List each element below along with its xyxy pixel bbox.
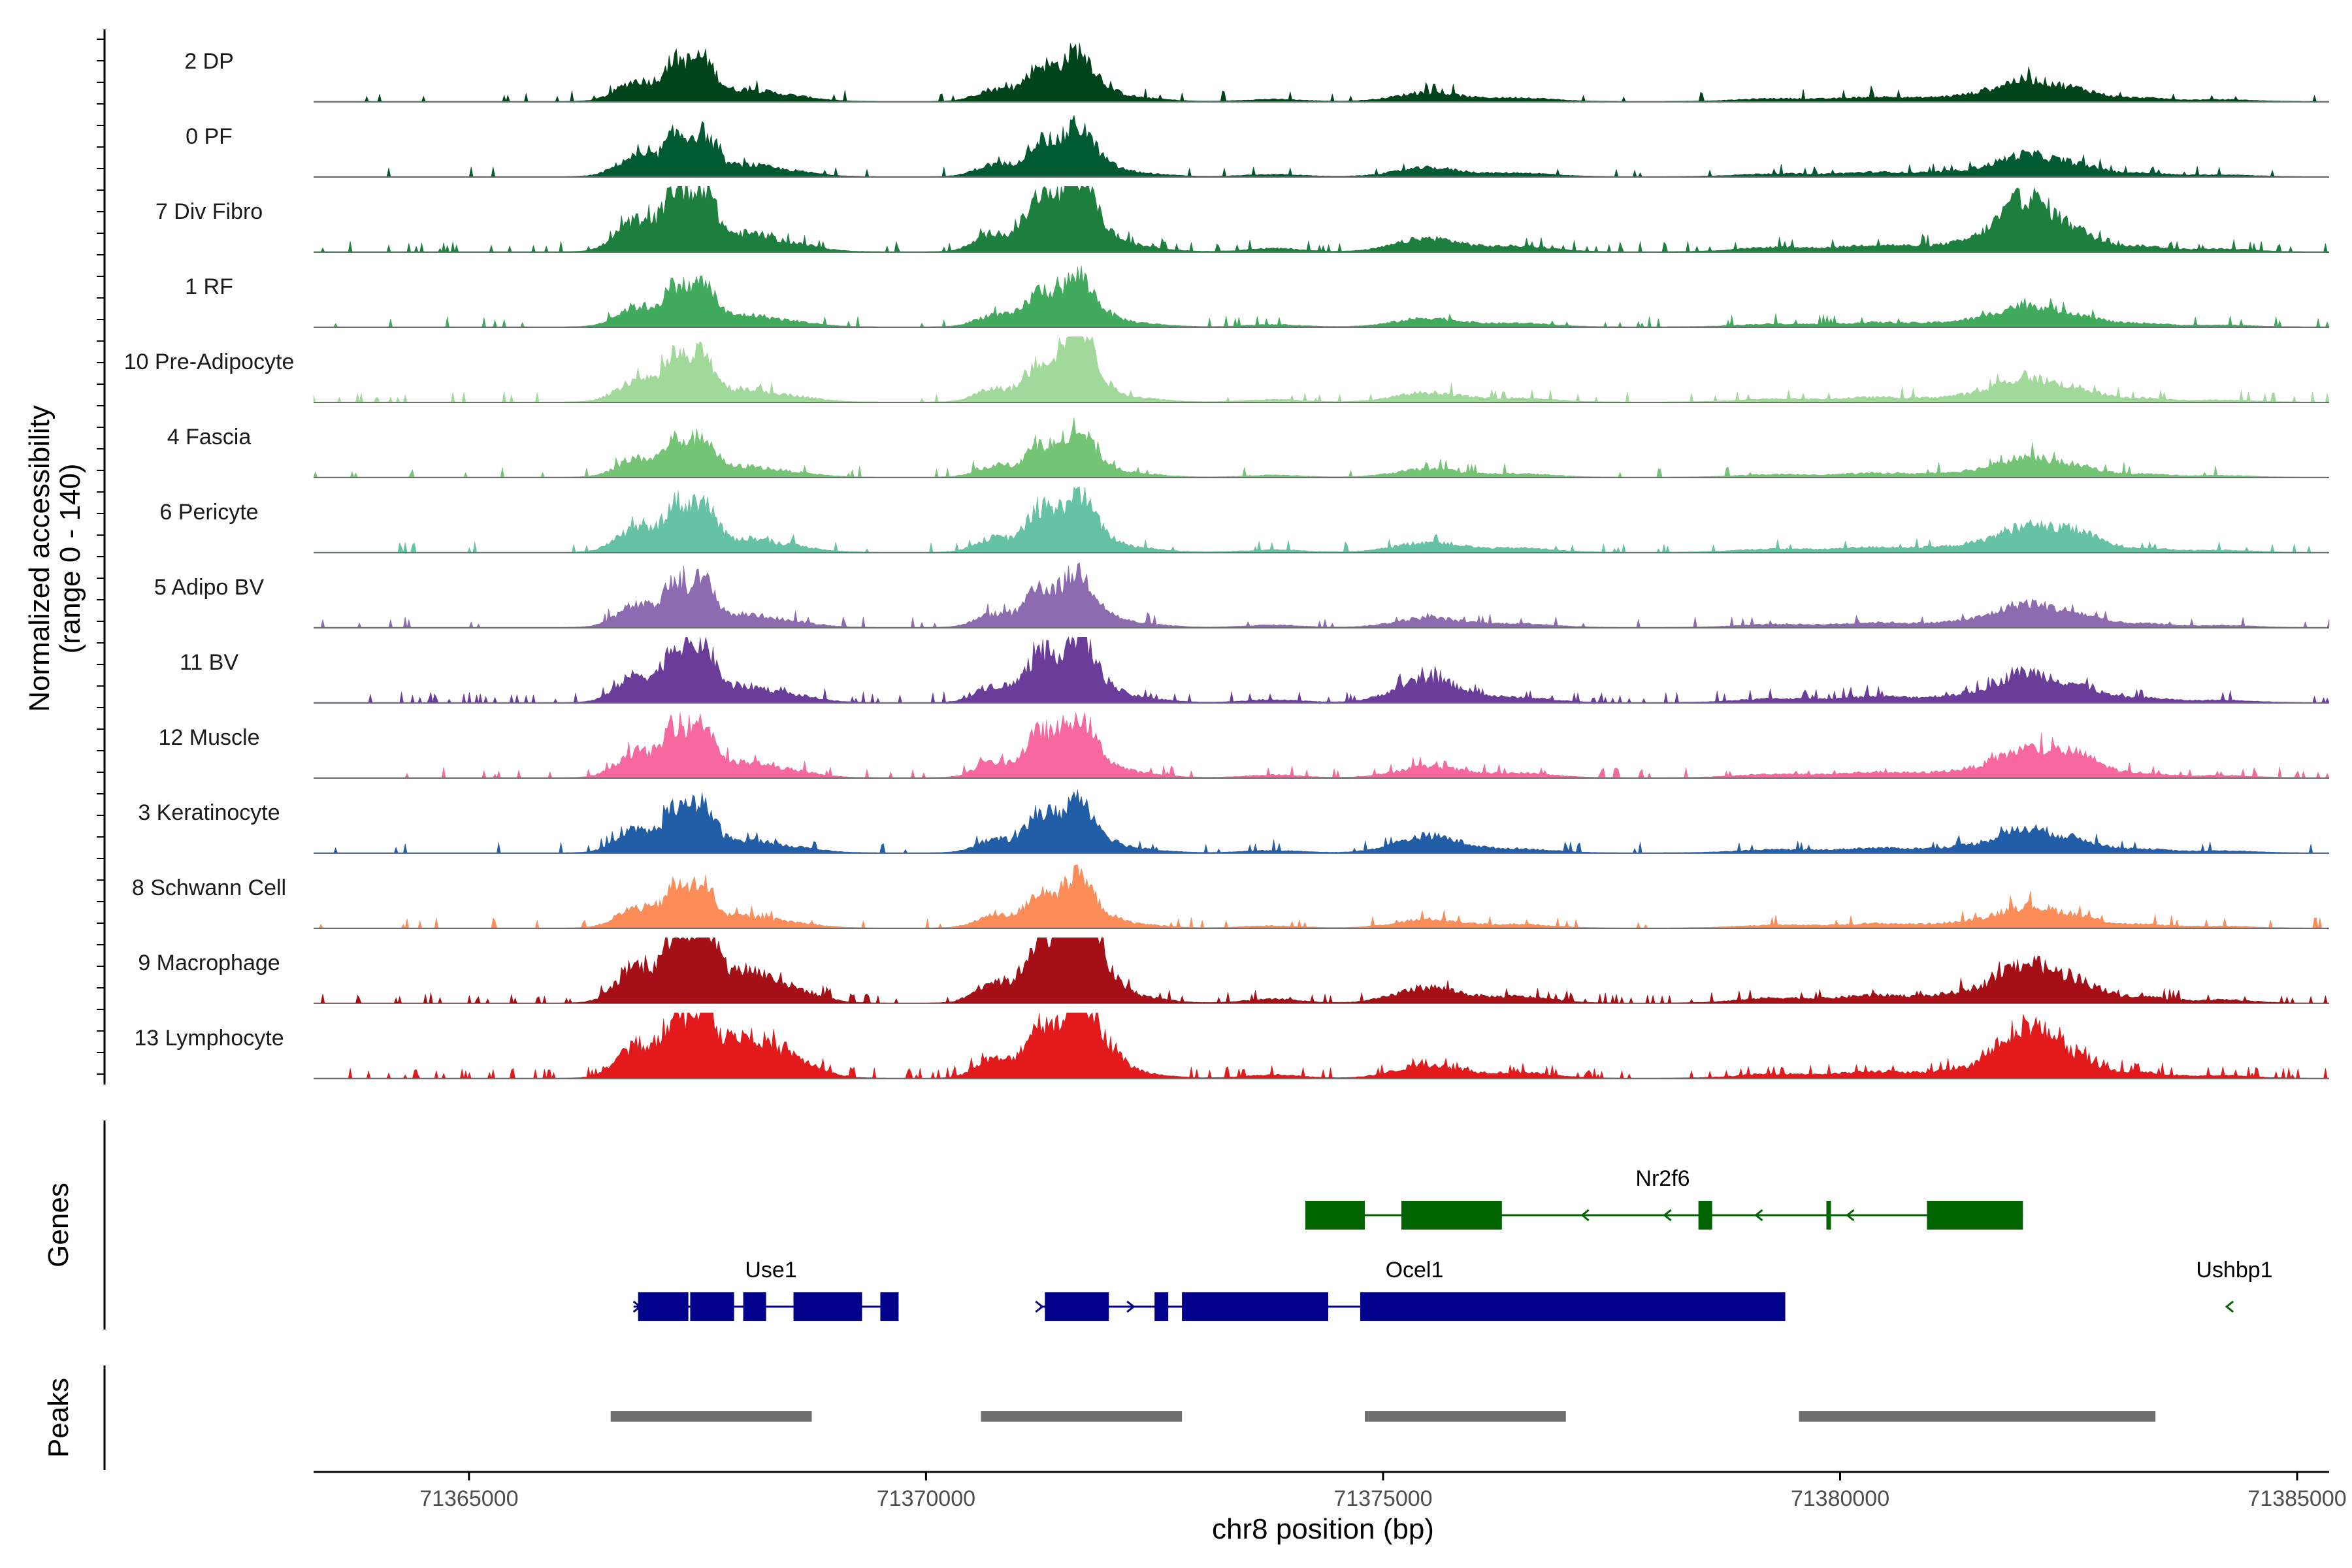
coverage-area: [314, 864, 2329, 928]
track-label: 0 PF: [186, 124, 233, 149]
track-12-muscle: 12 Muscle: [159, 712, 2330, 779]
track-10-pre-adipocyte: 10 Pre-Adipocyte: [124, 336, 2330, 403]
coverage-area: [314, 789, 2329, 853]
x-tick-label: 71370000: [877, 1486, 975, 1511]
strand-arrow-icon: [632, 1300, 642, 1313]
track-label: 9 Macrophage: [138, 951, 280, 975]
gene-nr2f6: Nr2f6: [1305, 1166, 2023, 1230]
peaks-axis-title: Peaks: [42, 1378, 74, 1458]
x-tick-label: 71385000: [2247, 1486, 2346, 1511]
coverage-area: [313, 336, 2330, 402]
y-axis-title: Normalized accessibility: [24, 405, 56, 711]
gene-exon: [880, 1292, 899, 1321]
track-11-bv: 11 BV: [180, 636, 2330, 704]
peak-region: [1799, 1411, 2156, 1422]
track-6-pericyte: 6 Pericyte: [159, 486, 2329, 553]
coverage-area: [314, 186, 2329, 252]
track-label: 4 Fascia: [167, 425, 252, 449]
gene-ushbp1: Ushbp1: [2196, 1258, 2273, 1313]
track-1-rf: 1 RF: [185, 265, 2330, 328]
gene-ocel1: Ocel1: [1035, 1258, 1786, 1321]
track-label: 6 Pericyte: [159, 500, 258, 525]
gene-exon: [1305, 1201, 1365, 1230]
strand-arrow-icon: [1035, 1300, 1044, 1313]
gene-exon: [1698, 1201, 1712, 1230]
strand-arrow-icon: [1663, 1209, 1672, 1222]
track-label: 1 RF: [185, 274, 233, 299]
coverage-area: [314, 1012, 2329, 1079]
track-label: 12 Muscle: [159, 725, 260, 750]
track-7-div-fibro: 7 Div Fibro: [155, 186, 2329, 253]
gene-name-label: Ocel1: [1386, 1258, 1444, 1282]
gene-exon: [638, 1292, 689, 1321]
track-8-schwann-cell: 8 Schwann Cell: [132, 864, 2329, 929]
track-label: 8 Schwann Cell: [132, 875, 286, 900]
coverage-area: [314, 265, 2330, 327]
gene-exon: [1182, 1292, 1328, 1321]
gene-name-label: Ushbp1: [2196, 1258, 2272, 1282]
gene-exon: [1360, 1292, 1786, 1321]
track-label: 2 DP: [184, 49, 234, 74]
gene-exon: [1826, 1201, 1831, 1230]
peak-region: [981, 1411, 1183, 1422]
genes-axis-title: Genes: [42, 1183, 74, 1267]
y-axis-ticks: [97, 39, 105, 1075]
track-label: 5 Adipo BV: [154, 575, 265, 600]
coverage-area: [313, 417, 2329, 478]
coverage-area: [314, 42, 2329, 103]
coverage-area: [314, 712, 2330, 778]
peak-region: [1364, 1411, 1566, 1422]
track-label: 11 BV: [180, 650, 238, 675]
gene-use1: Use1: [632, 1258, 899, 1321]
gene-exon: [1927, 1201, 2023, 1230]
x-tick-label: 71365000: [419, 1486, 518, 1511]
track-13-lymphocyte: 13 Lymphocyte: [134, 1012, 2329, 1079]
track-label: 7 Div Fibro: [155, 199, 263, 224]
x-axis-ticks: 71365000 71370000 71375000 71380000 71385000: [419, 1472, 2347, 1511]
track-9-macrophage: 9 Macrophage: [138, 937, 2329, 1004]
strand-arrow-icon: [1754, 1209, 1763, 1222]
strand-arrow-icon: [1580, 1209, 1590, 1222]
gene-name-label: Use1: [745, 1258, 796, 1282]
gene-exon: [743, 1292, 766, 1321]
track-2-dp: 2 DP: [184, 42, 2329, 103]
peak-track: [610, 1411, 2156, 1422]
y-axis-range: (range 0 - 140): [54, 463, 86, 653]
coverage-area: [314, 937, 2329, 1004]
coverage-area: [314, 115, 2329, 177]
strand-arrow-icon: [1846, 1209, 1855, 1222]
track-label: 13 Lymphocyte: [134, 1026, 284, 1051]
gene-name-label: Nr2f6: [1635, 1166, 1690, 1191]
gene-exon: [793, 1292, 862, 1321]
x-tick-label: 71375000: [1333, 1486, 1432, 1511]
gene-exon: [1401, 1201, 1502, 1230]
track-label: 10 Pre-Adipocyte: [124, 350, 295, 374]
gene-exon: [1154, 1292, 1169, 1321]
coverage-area: [314, 486, 2329, 553]
track-4-fascia: 4 Fascia: [167, 417, 2329, 478]
gene-track: Nr2f6 Use1 Ocel1 Ushbp1: [632, 1166, 2273, 1321]
x-tick-label: 71380000: [1791, 1486, 1889, 1511]
gene-exon: [690, 1292, 734, 1321]
strand-arrow-icon: [2225, 1300, 2234, 1313]
track-0-pf: 0 PF: [186, 115, 2329, 178]
coverage-area: [314, 636, 2330, 703]
peak-region: [610, 1411, 812, 1422]
strand-arrow-icon: [1126, 1300, 1135, 1313]
track-3-keratinocyte: 3 Keratinocyte: [138, 789, 2329, 854]
track-5-adipo-bv: 5 Adipo BV: [154, 562, 2330, 629]
coverage-tracks: 2 DP 0 PF 7 Div Fibro 1 RF 10 Pre-Adipocyte 4…: [124, 42, 2330, 1079]
gene-exon: [1045, 1292, 1109, 1321]
coverage-area: [314, 562, 2330, 628]
x-axis-title: chr8 position (bp): [1212, 1513, 1434, 1545]
track-label: 3 Keratinocyte: [138, 800, 280, 825]
